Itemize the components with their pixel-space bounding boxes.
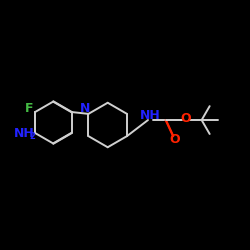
Text: NH: NH xyxy=(14,126,34,140)
Text: O: O xyxy=(180,112,191,125)
Text: NH: NH xyxy=(140,109,160,122)
Text: F: F xyxy=(25,102,33,115)
Text: N: N xyxy=(80,102,91,115)
Text: O: O xyxy=(170,133,180,146)
Text: 2: 2 xyxy=(30,132,36,140)
